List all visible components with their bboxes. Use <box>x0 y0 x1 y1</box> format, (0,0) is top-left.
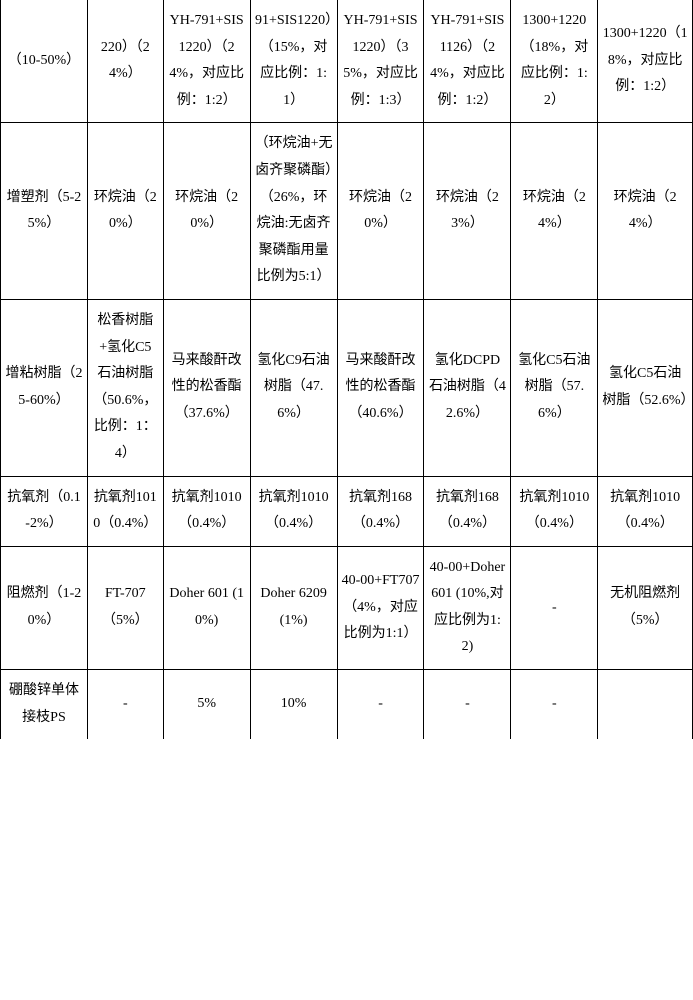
table-cell: 氢化C9石油树脂（47.6%） <box>250 299 337 476</box>
row-header-cell: 阻燃剂（1-20%） <box>1 546 88 669</box>
table-cell: - <box>87 670 163 740</box>
table-cell: 环烷油（24%） <box>511 123 598 300</box>
table-cell: YH-791+SIS1126）（24%，对应比例：1:2） <box>424 0 511 123</box>
table-cell: 马来酸酐改性的松香酯（40.6%） <box>337 299 424 476</box>
table-cell: Doher 601 (10%) <box>163 546 250 669</box>
table-cell: 40-00+Doher 601 (10%,对应比例为1:2) <box>424 546 511 669</box>
table-cell: 5% <box>163 670 250 740</box>
table-cell: 氢化DCPD石油树脂（42.6%） <box>424 299 511 476</box>
table-cell: 抗氧剂1010（0.4%） <box>598 476 693 546</box>
table-cell: 抗氧剂1010（0.4%） <box>163 476 250 546</box>
table-cell: （环烷油+无卤齐聚磷酯）（26%，环烷油:无卤齐聚磷酯用量比例为5:1） <box>250 123 337 300</box>
table-cell: 氢化C5石油树脂（57.6%） <box>511 299 598 476</box>
table-body: （10-50%） 220）（24%） YH-791+SIS1220）（24%，对… <box>1 0 693 739</box>
table-cell: 91+SIS1220）（15%，对应比例：1:1） <box>250 0 337 123</box>
row-header-cell: 增塑剂（5-25%） <box>1 123 88 300</box>
table-row: 增粘树脂（25-60%） 松香树脂+氢化C5 石油树脂（50.6%，比例：1：4… <box>1 299 693 476</box>
table-cell: 松香树脂+氢化C5 石油树脂（50.6%，比例：1：4） <box>87 299 163 476</box>
table-cell: 1300+1220（18%，对应比例：1:2） <box>598 0 693 123</box>
table-cell: 抗氧剂168（0.4%） <box>424 476 511 546</box>
table-cell: 氢化C5石油树脂（52.6%） <box>598 299 693 476</box>
table-cell: 环烷油（23%） <box>424 123 511 300</box>
table-cell: FT-707（5%） <box>87 546 163 669</box>
table-cell: - <box>424 670 511 740</box>
table-cell: 环烷油（20%） <box>337 123 424 300</box>
table-row: 阻燃剂（1-20%） FT-707（5%） Doher 601 (10%) Do… <box>1 546 693 669</box>
table-cell <box>598 670 693 740</box>
table-cell: 马来酸酐改性的松香酯（37.6%） <box>163 299 250 476</box>
composition-table: （10-50%） 220）（24%） YH-791+SIS1220）（24%，对… <box>0 0 693 739</box>
row-header-cell: （10-50%） <box>1 0 88 123</box>
table-row: 硼酸锌单体接枝PS - 5% 10% - - - <box>1 670 693 740</box>
table-cell: 环烷油（20%） <box>163 123 250 300</box>
table-row: （10-50%） 220）（24%） YH-791+SIS1220）（24%，对… <box>1 0 693 123</box>
table-cell: - <box>511 670 598 740</box>
table-cell: 抗氧剂1010（0.4%） <box>250 476 337 546</box>
table-row: 抗氧剂（0.1-2%） 抗氧剂1010（0.4%） 抗氧剂1010（0.4%） … <box>1 476 693 546</box>
table-cell: 1300+1220（18%，对应比例：1:2） <box>511 0 598 123</box>
table-cell: 无机阻燃剂（5%） <box>598 546 693 669</box>
table-cell: 220）（24%） <box>87 0 163 123</box>
table-cell: - <box>511 546 598 669</box>
row-header-cell: 硼酸锌单体接枝PS <box>1 670 88 740</box>
table-cell: 环烷油（24%） <box>598 123 693 300</box>
table-cell: Doher 6209(1%) <box>250 546 337 669</box>
table-cell: - <box>337 670 424 740</box>
table-row: 增塑剂（5-25%） 环烷油（20%） 环烷油（20%） （环烷油+无卤齐聚磷酯… <box>1 123 693 300</box>
table-cell: 40-00+FT707（4%，对应比例为1:1） <box>337 546 424 669</box>
table-cell: 10% <box>250 670 337 740</box>
table-cell: YH-791+SIS1220）（35%，对应比例：1:3） <box>337 0 424 123</box>
table-cell: YH-791+SIS1220）（24%，对应比例：1:2） <box>163 0 250 123</box>
row-header-cell: 抗氧剂（0.1-2%） <box>1 476 88 546</box>
table-cell: 抗氧剂1010（0.4%） <box>511 476 598 546</box>
table-cell: 抗氧剂168（0.4%） <box>337 476 424 546</box>
row-header-cell: 增粘树脂（25-60%） <box>1 299 88 476</box>
table-cell: 环烷油（20%） <box>87 123 163 300</box>
table-cell: 抗氧剂1010（0.4%） <box>87 476 163 546</box>
